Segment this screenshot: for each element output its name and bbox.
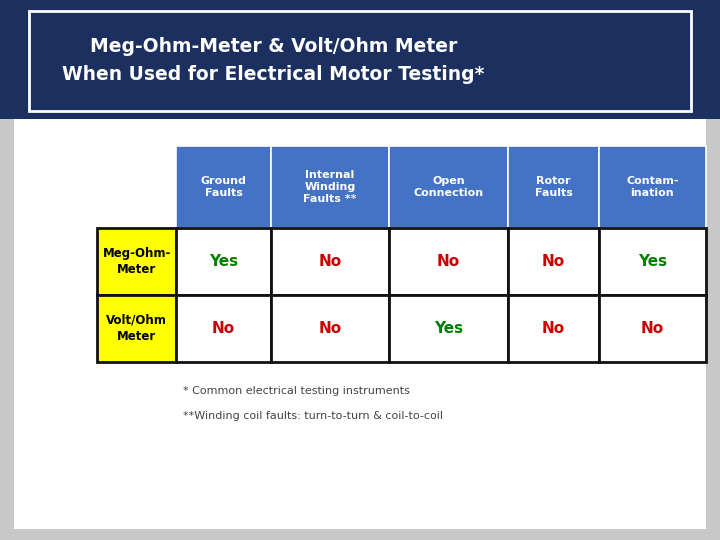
Text: AT: AT — [575, 38, 602, 57]
Text: No: No — [542, 254, 565, 269]
Text: * Common electrical testing instruments: * Common electrical testing instruments — [184, 387, 410, 396]
Ellipse shape — [539, 12, 638, 109]
Text: Yes: Yes — [638, 254, 667, 269]
Text: No: No — [542, 321, 565, 336]
Text: Yes: Yes — [209, 254, 238, 269]
Text: Rotor
Faults: Rotor Faults — [534, 176, 572, 198]
Text: No: No — [212, 321, 235, 336]
Text: **Winding coil faults: turn-to-turn & coil-to-coil: **Winding coil faults: turn-to-turn & co… — [184, 411, 444, 421]
Text: Contam-
ination: Contam- ination — [626, 176, 679, 198]
Text: No: No — [318, 254, 341, 269]
Text: Meg-Ohm-Meter & Volt/Ohm Meter
When Used for Electrical Motor Testing*: Meg-Ohm-Meter & Volt/Ohm Meter When Used… — [63, 37, 485, 84]
Text: No: No — [437, 254, 460, 269]
Text: PRO: PRO — [597, 70, 618, 79]
Text: Ground
Faults: Ground Faults — [200, 176, 246, 198]
Text: Internal
Winding
Faults **: Internal Winding Faults ** — [303, 170, 356, 204]
Text: No: No — [318, 321, 341, 336]
Text: Yes: Yes — [434, 321, 463, 336]
Text: Meg-Ohm-
Meter: Meg-Ohm- Meter — [102, 247, 171, 276]
Wedge shape — [546, 60, 631, 101]
Wedge shape — [546, 21, 631, 60]
Text: Volt/Ohm
Meter: Volt/Ohm Meter — [107, 314, 167, 343]
Text: Open
Connection: Open Connection — [413, 176, 484, 198]
Text: No: No — [641, 321, 664, 336]
